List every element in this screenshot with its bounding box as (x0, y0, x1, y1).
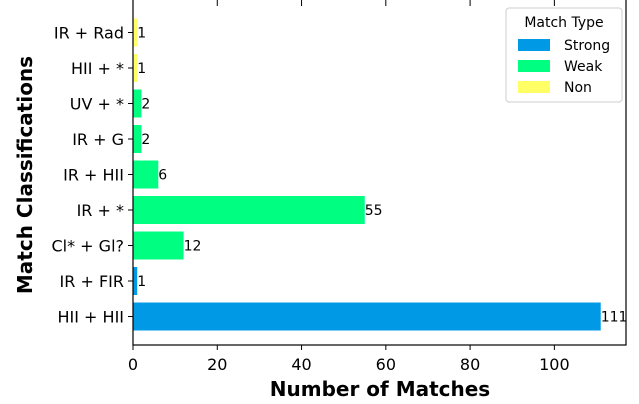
legend-label: Weak (564, 59, 603, 75)
data-label: 1 (137, 26, 146, 42)
legend-swatch (518, 60, 550, 72)
legend-swatch (518, 81, 550, 93)
x-tick-label: 100 (539, 355, 570, 374)
y-tick-label: HII + * (71, 59, 124, 78)
y-tick-label: Cl* + Gl? (51, 237, 124, 256)
data-label: 2 (141, 132, 150, 148)
x-tick-label: 40 (291, 355, 311, 374)
y-tick-label: IR + * (77, 201, 124, 220)
x-axis-title: Number of Matches (270, 377, 490, 401)
data-label: 55 (365, 203, 383, 219)
bar (133, 18, 138, 47)
bar (133, 125, 142, 153)
y-tick-label: IR + Rad (54, 24, 124, 43)
legend-label: Strong (564, 38, 610, 54)
bar (133, 267, 138, 295)
x-tick-label: 20 (207, 355, 227, 374)
legend-box (505, 7, 623, 103)
y-tick-label: IR + HII (63, 166, 124, 185)
y-tick-label: HII + HII (57, 308, 124, 327)
y-tick-label: IR + FIR (60, 272, 124, 291)
bar (133, 196, 365, 224)
bar (133, 302, 601, 331)
x-tick-label: 0 (128, 355, 138, 374)
data-label: 12 (184, 239, 202, 255)
plot-frame (132, 0, 627, 346)
y-tick-label: UV + * (70, 95, 124, 114)
data-label: 1 (137, 61, 146, 77)
y-tick-label: IR + G (72, 130, 124, 149)
data-label: 2 (141, 97, 150, 113)
data-label: 111 (601, 310, 628, 326)
bar (133, 54, 138, 82)
legend-entries: Strong Weak Non (518, 38, 610, 96)
ticks-layer: HII + HII IR + FIR Cl* + Gl? IR + * IR + HII… (51, 0, 570, 374)
legend-title: Match Type (524, 15, 603, 31)
legend: Match Type Strong Weak Non (505, 7, 623, 103)
legend-swatch (518, 39, 550, 51)
bar (133, 231, 184, 260)
x-tick-label: 80 (460, 355, 480, 374)
x-tick-label: 60 (376, 355, 396, 374)
y-axis-title: Match Classifications (13, 56, 37, 294)
data-label: 6 (158, 168, 167, 184)
bar (133, 89, 142, 118)
bar (133, 160, 159, 189)
legend-label: Non (564, 80, 592, 96)
data-label: 1 (137, 274, 146, 290)
